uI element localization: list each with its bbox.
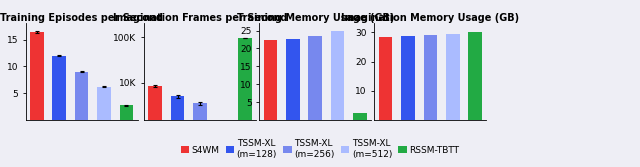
Title: Imagination Frames per Second: Imagination Frames per Second (113, 13, 287, 23)
Bar (120, 105, 133, 120)
Bar (171, 96, 184, 167)
Title: Training Memory Usage (GB): Training Memory Usage (GB) (237, 13, 394, 23)
Bar (264, 40, 277, 120)
Bar (30, 32, 44, 120)
Bar (401, 36, 415, 120)
Bar (308, 36, 322, 120)
Bar (331, 31, 344, 120)
Bar (238, 38, 252, 167)
Bar (468, 32, 482, 120)
Bar (97, 87, 111, 120)
Bar (52, 56, 66, 120)
Bar (193, 104, 207, 167)
Bar (216, 135, 229, 167)
Bar (148, 86, 162, 167)
Bar (424, 35, 437, 120)
Legend: S4WM, TSSM-XL
(m=128), TSSM-XL
(m=256), TSSM-XL
(m=512), RSSM-TBTT: S4WM, TSSM-XL (m=128), TSSM-XL (m=256), … (177, 136, 463, 162)
Bar (353, 113, 367, 120)
Title: Imagination Memory Usage (GB): Imagination Memory Usage (GB) (341, 13, 520, 23)
Bar (379, 37, 392, 120)
Bar (75, 72, 88, 120)
Bar (286, 39, 300, 120)
Title: Training Episodes per Second: Training Episodes per Second (0, 13, 163, 23)
Bar (446, 34, 460, 120)
